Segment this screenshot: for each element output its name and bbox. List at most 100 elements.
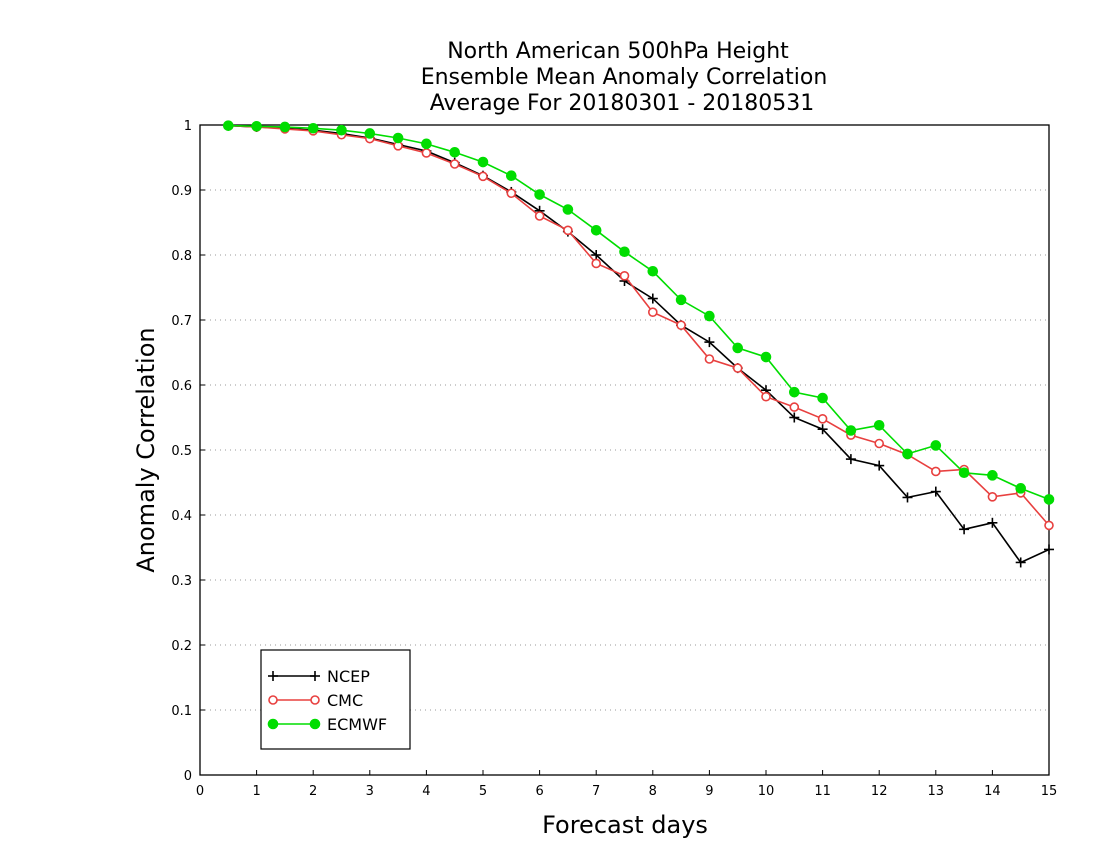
x-tick-label-4: 4 (422, 784, 430, 799)
point-ecmwf-27 (987, 470, 998, 481)
x-tick-label-2: 2 (309, 784, 317, 799)
series-line-ecmwf (228, 124, 1050, 501)
series-ncep (223, 120, 1054, 568)
legend-marker-right-ecmwf (309, 718, 321, 730)
chart-title-line-3: Average For 20180301 - 20180531 (430, 91, 815, 116)
point-ncep-15 (647, 293, 658, 304)
y-tick-label-6: 0.6 (171, 379, 192, 394)
point-ecmwf-1 (251, 121, 262, 132)
point-cmc-8 (449, 159, 460, 169)
x-tick-label-9: 9 (705, 784, 713, 799)
point-ecmwf-25 (930, 440, 942, 451)
point-cmc-29 (1044, 520, 1054, 531)
point-ecmwf-8 (449, 147, 461, 158)
point-cmc-27 (987, 491, 998, 502)
point-ncep-29 (1044, 544, 1054, 555)
point-ecmwf-4 (336, 124, 347, 136)
point-ecmwf-5 (364, 128, 376, 139)
point-ecmwf-28 (1015, 483, 1027, 494)
y-tick-label-5: 0.5 (171, 444, 192, 459)
y-tick-label-9: 0.9 (171, 184, 192, 199)
point-cmc-7 (421, 148, 432, 158)
chart-title: North American 500hPa Height Ensemble Me… (421, 39, 828, 116)
point-ecmwf-15 (647, 265, 659, 277)
y-tick-label-3: 0.3 (171, 574, 192, 589)
point-ecmwf-9 (477, 156, 489, 168)
point-cmc-16 (676, 320, 686, 331)
point-ecmwf-13 (590, 225, 602, 236)
point-cmc-19 (761, 391, 771, 402)
point-ecmwf-7 (421, 138, 432, 150)
point-ecmwf-29 (1043, 494, 1055, 505)
legend-label-ncep: NCEP (327, 667, 370, 686)
x-tick-label-10: 10 (758, 784, 775, 799)
point-ncep-20 (789, 412, 800, 423)
point-cmc-11 (534, 211, 545, 221)
point-ecmwf-10 (506, 170, 517, 181)
point-ecmwf-6 (392, 132, 404, 144)
point-ecmwf-14 (619, 246, 630, 258)
y-tick-label-4: 0.4 (171, 509, 192, 524)
point-ncep-13 (591, 250, 602, 260)
point-ncep-27 (987, 517, 998, 528)
point-ecmwf-2 (279, 121, 291, 133)
point-ecmwf-21 (817, 392, 828, 404)
y-tick-label-2: 0.2 (171, 639, 192, 654)
series-line-cmc (228, 124, 1050, 526)
legend-item-cmc: CMC (268, 691, 363, 710)
point-cmc-23 (874, 438, 885, 449)
point-ecmwf-18 (732, 342, 744, 354)
legend-item-ecmwf: ECMWF (267, 715, 387, 734)
x-tick-label-6: 6 (535, 784, 543, 799)
legend-marker-right-cmc (310, 695, 320, 705)
point-ncep-25 (930, 486, 941, 497)
point-cmc-13 (591, 258, 602, 269)
series-cmc (223, 120, 1054, 531)
point-ecmwf-23 (873, 420, 885, 431)
point-cmc-12 (563, 225, 573, 236)
x-tick-label-1: 1 (252, 784, 260, 799)
point-cmc-9 (478, 171, 488, 182)
series-ecmwf (223, 120, 1055, 505)
x-axis: 0 1 2 3 4 5 6 7 8 9 10 11 12 13 14 15 (196, 770, 1057, 799)
legend-label-ecmwf: ECMWF (327, 715, 387, 734)
point-ecmwf-0 (223, 120, 234, 131)
x-tick-label-5: 5 (479, 784, 487, 799)
x-tick-label-13: 13 (928, 784, 945, 799)
y-tick-label-7: 0.7 (171, 314, 192, 329)
point-ecmwf-12 (562, 204, 574, 215)
series-line-ncep (228, 124, 1050, 564)
y-axis: 0 0.1 0.2 0.3 0.4 0.5 0.6 0.7 0.8 0.9 1 (171, 119, 205, 784)
legend-label-cmc: CMC (327, 691, 363, 710)
point-ncep-22 (845, 454, 856, 465)
y-tick-label-1: 0.1 (171, 704, 192, 719)
point-ecmwf-11 (534, 189, 545, 200)
point-ecmwf-19 (760, 351, 772, 363)
point-ecmwf-3 (307, 122, 319, 134)
point-ecmwf-16 (675, 294, 687, 306)
point-ncep-28 (1015, 557, 1026, 568)
y-axis-label: Anomaly Correlation (132, 327, 160, 572)
point-cmc-20 (789, 402, 800, 412)
y-tick-label-0: 0 (184, 769, 192, 784)
series-layer (223, 120, 1055, 568)
point-cmc-10 (506, 188, 517, 199)
x-tick-label-7: 7 (592, 784, 600, 799)
point-cmc-15 (647, 307, 658, 318)
legend-marker-left-ecmwf (267, 718, 279, 730)
point-cmc-21 (817, 413, 828, 424)
x-axis-label: Forecast days (542, 811, 708, 839)
x-tick-label-12: 12 (871, 784, 888, 799)
point-ecmwf-20 (789, 386, 800, 398)
legend-marker-left-cmc (268, 695, 278, 705)
point-ecmwf-22 (845, 425, 857, 436)
y-tick-label-8: 0.8 (171, 249, 192, 264)
chart-title-line-2: Ensemble Mean Anomaly Correlation (421, 65, 828, 90)
point-cmc-14 (619, 270, 630, 281)
point-cmc-17 (704, 354, 715, 364)
x-tick-label-0: 0 (196, 784, 204, 799)
point-ecmwf-17 (704, 310, 715, 322)
point-ncep-21 (817, 424, 828, 435)
point-ncep-26 (959, 524, 970, 535)
